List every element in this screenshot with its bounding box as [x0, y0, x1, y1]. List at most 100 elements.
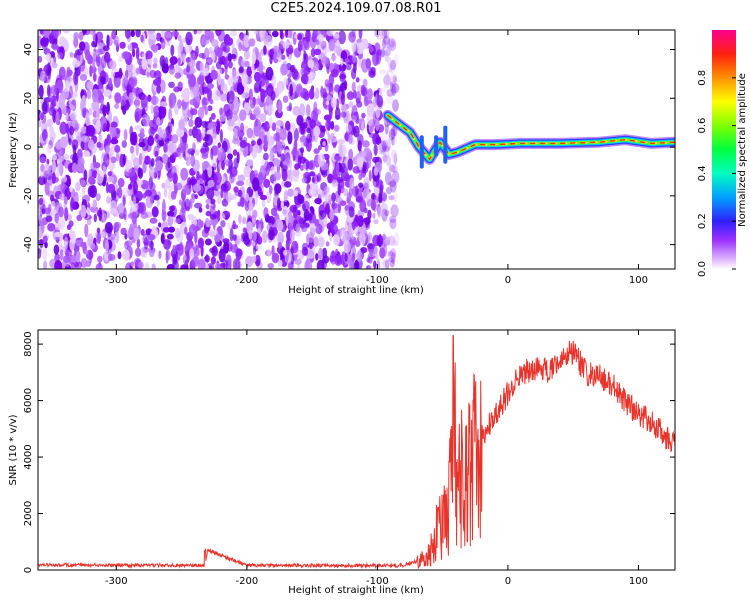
noise-blob [84, 249, 89, 255]
noise-blob [40, 37, 47, 47]
noise-blob [348, 206, 355, 218]
noise-blob [206, 129, 214, 136]
noise-blob [282, 41, 290, 49]
colorbar-tick-label: 0.4 [697, 165, 708, 181]
noise-blob [80, 241, 85, 248]
noise-blob [46, 144, 52, 154]
noise-blob [249, 97, 256, 109]
noise-blob [77, 157, 85, 167]
noise-blob [156, 139, 162, 149]
noise-blob [209, 213, 217, 220]
noise-blob [128, 70, 133, 78]
noise-blob [232, 149, 238, 156]
noise-blob [356, 156, 364, 167]
noise-blob [140, 212, 149, 219]
noise-blob [382, 153, 387, 164]
noise-blob [48, 34, 53, 44]
noise-blob [355, 196, 363, 203]
snr-x-tick-label: -200 [236, 576, 259, 587]
noise-blob [318, 40, 326, 46]
noise-blob [388, 181, 397, 188]
noise-blob [159, 79, 166, 94]
noise-blob [148, 245, 155, 258]
noise-blob [217, 30, 225, 42]
noise-blob [300, 147, 305, 154]
spectrogram-y-tick-label: -40 [23, 236, 34, 252]
noise-blob [392, 75, 397, 83]
noise-blob [102, 104, 107, 117]
noise-blob [65, 112, 69, 121]
noise-blob [286, 47, 294, 54]
noise-blob [155, 133, 159, 140]
noise-blob [168, 108, 173, 121]
noise-blob [268, 116, 273, 128]
noise-blob [92, 199, 98, 209]
noise-blob [153, 57, 158, 65]
noise-blob [313, 48, 322, 56]
noise-blob [283, 77, 289, 86]
noise-blob [306, 232, 315, 243]
noise-blob [284, 120, 291, 131]
noise-blob [360, 84, 366, 96]
noise-blob [113, 74, 121, 88]
noise-blob [327, 173, 334, 184]
noise-blob [379, 191, 387, 202]
noise-blob [163, 187, 168, 198]
noise-blob [388, 164, 396, 173]
noise-blob [318, 247, 323, 260]
noise-blob [253, 30, 259, 35]
noise-blob [385, 127, 390, 142]
noise-blob [316, 173, 321, 182]
noise-blob [368, 265, 372, 269]
noise-blob [66, 76, 74, 83]
noise-blob [122, 153, 126, 166]
noise-blob [325, 100, 330, 106]
noise-blob [231, 69, 239, 83]
noise-blob [249, 144, 253, 153]
noise-blob [78, 31, 84, 41]
noise-blob [246, 127, 254, 139]
noise-blob [207, 179, 216, 188]
noise-blob [316, 34, 325, 42]
noise-blob [70, 105, 75, 111]
noise-blob [225, 37, 234, 46]
noise-blob [263, 45, 267, 55]
noise-blob [111, 71, 116, 77]
noise-blob [194, 149, 200, 156]
noise-blob [333, 234, 340, 246]
noise-blob [335, 161, 340, 175]
noise-blob [334, 84, 341, 93]
noise-blob [210, 69, 218, 80]
noise-blob [384, 171, 392, 185]
noise-blob [292, 105, 301, 116]
noise-blob [187, 148, 196, 155]
noise-blob [75, 181, 81, 192]
noise-blob [392, 135, 397, 145]
noise-blob [338, 30, 346, 45]
noise-blob [133, 196, 137, 205]
noise-blob [105, 84, 110, 90]
noise-blob [334, 107, 341, 120]
noise-blob [224, 159, 233, 167]
noise-blob [199, 61, 204, 72]
noise-blob [171, 134, 179, 144]
noise-blob [373, 42, 381, 55]
noise-blob [43, 260, 48, 269]
noise-blob [164, 32, 173, 38]
spectrogram-x-tick-label: -100 [366, 275, 389, 286]
noise-blob [79, 41, 86, 51]
noise-blob [375, 117, 380, 131]
noise-blob [134, 124, 142, 131]
noise-blob [177, 81, 184, 88]
spectrogram-x-tick-label: 0 [505, 275, 511, 286]
noise-blob [322, 247, 328, 259]
noise-blob [190, 154, 196, 167]
noise-blob [236, 82, 245, 95]
noise-blob [39, 156, 46, 164]
noise-blob [174, 227, 181, 239]
noise-blob [150, 104, 154, 115]
noise-blob [133, 157, 141, 169]
noise-blob [150, 158, 155, 167]
noise-blob [197, 75, 204, 86]
noise-blob [140, 34, 144, 43]
